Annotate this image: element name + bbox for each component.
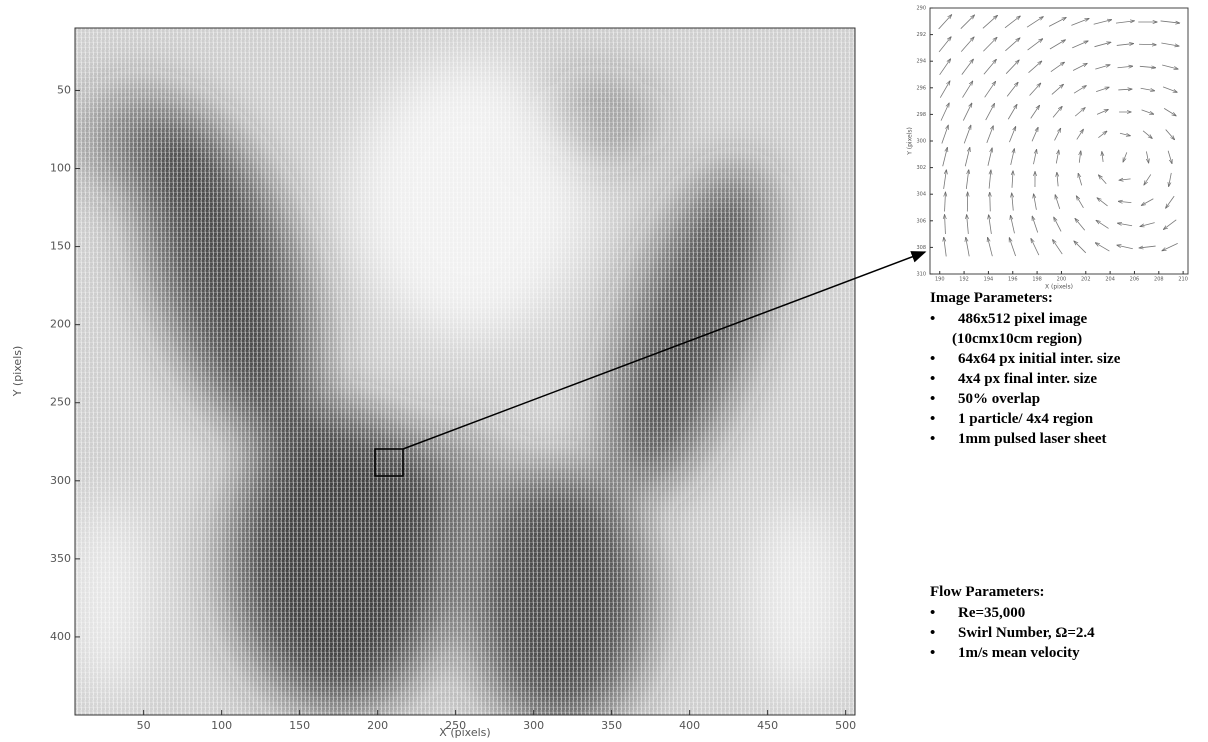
parameter-item: • 1 particle/ 4x4 region <box>930 409 1120 429</box>
bullet: • <box>930 429 935 449</box>
x-tick-label: 250 <box>445 719 466 732</box>
parameter-item: • 50% overlap <box>930 389 1120 409</box>
y-tick-label: 292 <box>916 32 926 38</box>
parameter-text: 64x64 px initial inter. size <box>958 351 1120 367</box>
parameter-text: 4x4 px final inter. size <box>958 371 1097 387</box>
figure: X (pixels) Y (pixels) X (pixels) Y (pixe… <box>0 0 1208 742</box>
bullet: • <box>930 603 935 623</box>
parameter-text: Re=35,000 <box>958 605 1025 621</box>
y-tick-label: 290 <box>916 6 926 12</box>
x-tick-label: 300 <box>523 719 544 732</box>
x-tick-label: 200 <box>367 719 388 732</box>
heading: Flow Parameters: <box>930 582 1095 602</box>
x-tick-label: 196 <box>1008 277 1018 283</box>
inset-y-axis-label: Y (pixels) <box>907 127 914 156</box>
y-tick-label: 150 <box>50 240 71 253</box>
y-tick-label: 302 <box>916 165 926 171</box>
x-tick-label: 192 <box>959 277 969 283</box>
x-tick-label: 100 <box>211 719 232 732</box>
y-tick-label: 250 <box>50 396 71 409</box>
x-tick-label: 50 <box>137 719 151 732</box>
y-tick-label: 298 <box>916 112 926 118</box>
parameter-text: (10cmx10cm region) <box>952 331 1082 347</box>
x-tick-label: 198 <box>1032 277 1042 283</box>
bullet: • <box>930 643 935 663</box>
bullet: • <box>930 409 935 429</box>
bullet: • <box>930 309 935 329</box>
y-tick-label: 350 <box>50 552 71 565</box>
parameter-item: • 1mm pulsed laser sheet <box>930 429 1120 449</box>
bullet: • <box>930 389 935 409</box>
vector-field-image <box>70 28 855 730</box>
y-tick-label: 306 <box>916 218 926 224</box>
x-tick-label: 150 <box>289 719 310 732</box>
x-tick-label: 190 <box>935 277 945 283</box>
x-tick-label: 450 <box>757 719 778 732</box>
parameter-text: 486x512 pixel image <box>958 311 1087 327</box>
parameter-text: 1m/s mean velocity <box>958 645 1080 661</box>
y-tick-label: 294 <box>916 59 926 65</box>
parameter-item: • 486x512 pixel image <box>930 309 1120 329</box>
y-axis-label: Y (pixels) <box>11 346 24 398</box>
y-tick-label: 296 <box>916 85 926 91</box>
image-parameters: Image Parameters: • 486x512 pixel image (1… <box>930 288 1120 449</box>
y-tick-label: 50 <box>57 83 71 96</box>
x-tick-label: 500 <box>835 719 856 732</box>
parameter-item: • 4x4 px final inter. size <box>930 369 1120 389</box>
vector-arrow <box>990 193 991 212</box>
parameter-text: 1 particle/ 4x4 region <box>958 411 1093 427</box>
bullet: • <box>930 623 935 643</box>
parameter-text: 1mm pulsed laser sheet <box>958 431 1106 447</box>
parameter-text: Swirl Number, Ω=2.4 <box>958 625 1095 641</box>
heading: Image Parameters: <box>930 288 1120 308</box>
x-tick-label: 202 <box>1081 277 1091 283</box>
x-tick-label: 206 <box>1130 277 1140 283</box>
parameter-item: • Swirl Number, Ω=2.4 <box>930 623 1095 643</box>
y-tick-label: 300 <box>916 139 926 145</box>
parameter-item: • 1m/s mean velocity <box>930 643 1095 663</box>
parameter-item: (10cmx10cm region) <box>930 329 1120 349</box>
y-tick-label: 310 <box>916 272 926 278</box>
x-tick-label: 208 <box>1154 277 1164 283</box>
x-tick-label: 400 <box>679 719 700 732</box>
y-tick-label: 308 <box>916 245 926 251</box>
bullet: • <box>930 349 935 369</box>
x-tick-label: 194 <box>984 277 994 283</box>
y-tick-label: 304 <box>916 192 926 198</box>
parameter-item: • Re=35,000 <box>930 603 1095 623</box>
flow-parameters: Flow Parameters: • Re=35,000 • Swirl Number… <box>930 582 1095 663</box>
x-tick-label: 200 <box>1057 277 1067 283</box>
y-tick-label: 400 <box>50 630 71 643</box>
y-tick-label: 100 <box>50 162 71 175</box>
vector-texture <box>75 28 855 715</box>
bullet: • <box>930 369 935 389</box>
x-tick-label: 204 <box>1105 277 1115 283</box>
parameter-item: • 64x64 px initial inter. size <box>930 349 1120 369</box>
inset-frame <box>930 8 1188 274</box>
y-tick-label: 200 <box>50 318 71 331</box>
x-tick-label: 350 <box>601 719 622 732</box>
x-tick-label: 210 <box>1178 277 1188 283</box>
y-tick-label: 300 <box>50 474 71 487</box>
parameter-text: 50% overlap <box>958 391 1040 407</box>
